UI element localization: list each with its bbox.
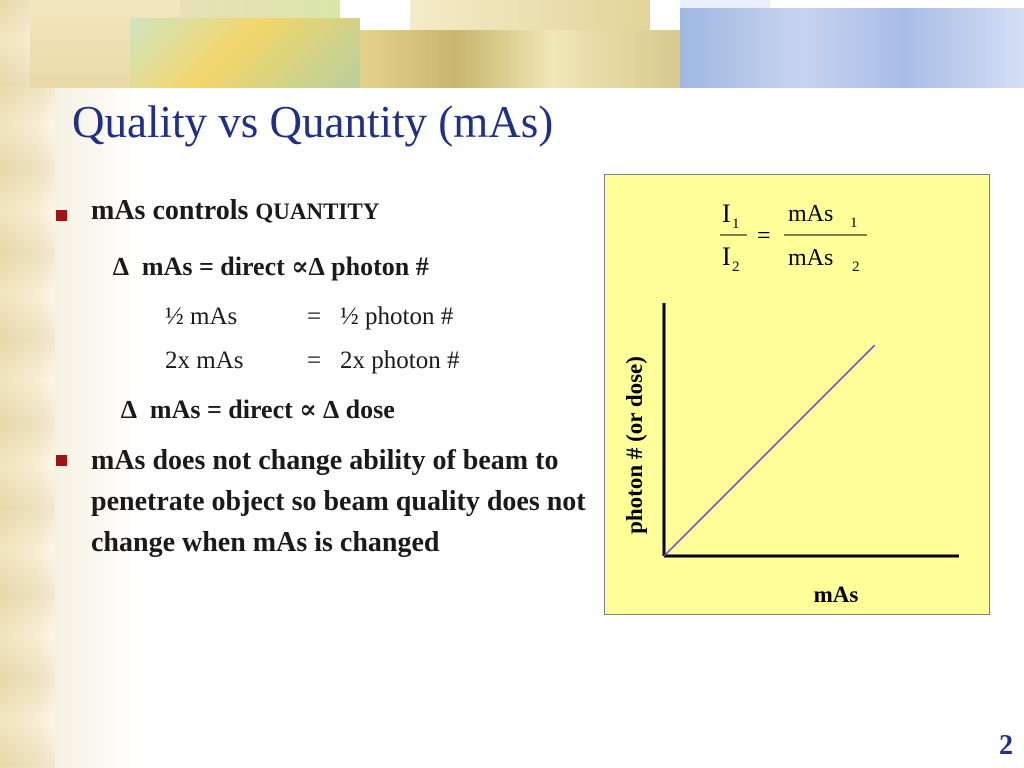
decorative-left-strip [0, 0, 55, 768]
series-line-0 [663, 344, 876, 557]
row-half-eq: = [307, 303, 322, 330]
delta-symbol: ∆ [113, 252, 129, 281]
bullet-1-text: mAs controls [91, 195, 256, 226]
decorative-top-banner [30, 0, 1024, 88]
slide-title: Quality vs Quantity (mAs) [72, 97, 554, 147]
chart-svg: I 1 I 2 = mAs 1 mAs 2 mAs photon # (or do… [622, 199, 959, 607]
formula-den-left-sub: 2 [732, 259, 740, 275]
row-double-left: 2x mAs [165, 347, 244, 374]
sub-bullet-direct-dose: ∆ mAs = direct ∝ ∆ dose [121, 395, 395, 425]
formula-num-left: I [722, 199, 731, 228]
banner-flower-image [680, 8, 1024, 88]
formula-num-right: mAs [788, 201, 833, 227]
bullet-1-emphasis: QUANTITY [255, 199, 380, 224]
chart-panel: I 1 I 2 = mAs 1 mAs 2 mAs photon # (or do… [604, 174, 990, 615]
plot-area: mAs photon # (or dose) [622, 303, 959, 607]
bullet-square-icon [56, 210, 67, 221]
sub-bullet-direct-dose-text: mAs = direct ∝ ∆ dose [149, 395, 395, 424]
bullet-1: mAs controls QUANTITY [91, 195, 379, 227]
formula-den-right: mAs [788, 245, 833, 271]
x-axis-label: mAs [814, 582, 859, 607]
formula-num-right-sub: 1 [850, 215, 858, 231]
row-half-left: ½ mAs [165, 303, 238, 330]
delta-symbol: ∆ [121, 395, 137, 424]
row-half-right: ½ photon # [340, 303, 454, 330]
sub-bullet-direct-photon: ∆ mAs = direct ∝∆ photon # [113, 252, 429, 282]
banner-leaf-image [130, 18, 360, 88]
sub-bullet-direct-photon-text: mAs = direct ∝∆ photon # [141, 252, 429, 281]
banner-leaf-image [410, 0, 650, 30]
banner-grass-image [360, 30, 680, 88]
formula-equals: = [757, 223, 771, 249]
page-number: 2 [999, 730, 1013, 761]
bullet-square-icon [56, 455, 67, 466]
row-double-right: 2x photon # [340, 347, 460, 374]
bullet-2: mAs does not change ability of beam to p… [91, 445, 586, 558]
row-double-eq: = [307, 347, 322, 374]
formula-den-left: I [722, 242, 731, 271]
formula-den-right-sub: 2 [852, 259, 860, 275]
formula: I 1 I 2 = mAs 1 mAs 2 [720, 199, 867, 275]
formula-num-left-sub: 1 [732, 216, 740, 232]
y-axis-label: photon # (or dose) [622, 356, 647, 534]
